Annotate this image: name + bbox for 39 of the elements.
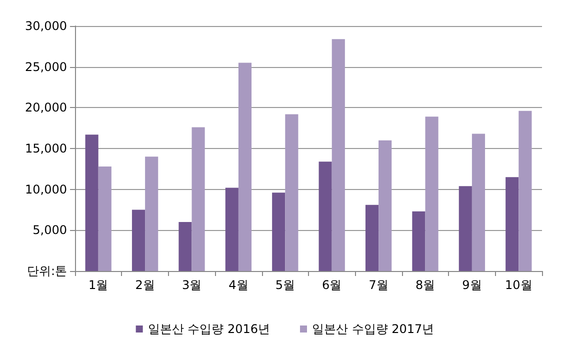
y-tick-label: 단위:톤 <box>26 264 67 278</box>
bar <box>412 211 426 271</box>
bar <box>145 156 158 271</box>
legend-label: 일본산 수입량 2017년 <box>312 322 434 336</box>
y-tick-label: 5,000 <box>32 223 67 238</box>
bar <box>518 110 532 271</box>
legend-label: 일본산 수입량 2016년 <box>148 322 270 336</box>
x-tick-label: 8월 <box>415 278 436 292</box>
bar <box>506 177 519 271</box>
bar <box>472 134 486 271</box>
bar <box>425 116 438 271</box>
x-tick-label: 3월 <box>182 278 202 292</box>
x-tick-label: 9월 <box>462 278 482 292</box>
bar <box>332 39 345 271</box>
y-tick-label: 10,000 <box>25 182 67 196</box>
x-tick-label: 10월 <box>505 278 532 292</box>
x-tick-label: 6월 <box>322 278 342 292</box>
bar <box>85 134 98 271</box>
bar <box>378 140 392 271</box>
y-tick-label: 30,000 <box>25 19 67 33</box>
bar <box>365 204 379 271</box>
x-tick-label: 5월 <box>275 278 295 292</box>
bar <box>238 62 252 271</box>
y-tick-label: 15,000 <box>25 142 67 156</box>
y-tick-label: 20,000 <box>25 100 67 115</box>
bar <box>318 162 332 271</box>
bar <box>98 166 112 271</box>
x-tick-label: 2월 <box>135 278 155 292</box>
bar <box>132 210 146 271</box>
y-tick-label: 25,000 <box>25 60 67 74</box>
x-tick-label: 7월 <box>368 278 388 292</box>
x-tick-label: 4월 <box>228 278 248 292</box>
bar <box>192 127 205 271</box>
bar <box>458 186 472 271</box>
bar <box>285 114 298 271</box>
bar <box>225 188 238 271</box>
bar <box>178 222 192 271</box>
bar <box>272 192 286 271</box>
x-tick-label: 1월 <box>88 278 108 292</box>
